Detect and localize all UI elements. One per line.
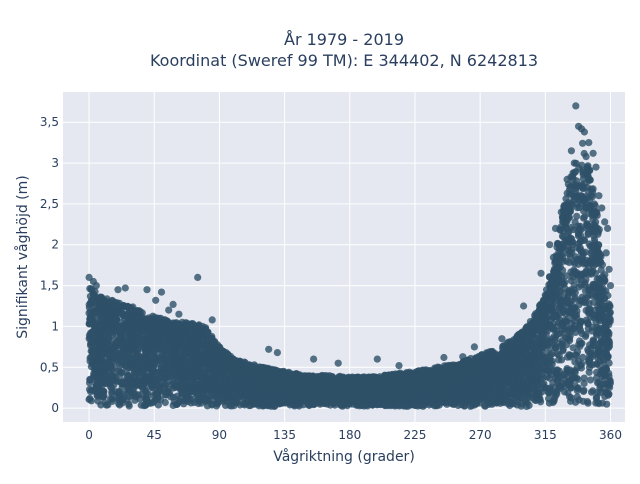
data-point <box>170 380 177 387</box>
data-point <box>581 380 588 387</box>
data-point <box>545 389 552 396</box>
data-point <box>583 153 590 160</box>
data-point <box>554 331 561 338</box>
data-point <box>566 337 573 344</box>
data-point <box>579 354 586 361</box>
data-point <box>584 400 591 407</box>
data-point <box>567 253 574 260</box>
data-point <box>579 140 586 147</box>
data-point <box>555 356 562 363</box>
data-point <box>581 213 588 220</box>
